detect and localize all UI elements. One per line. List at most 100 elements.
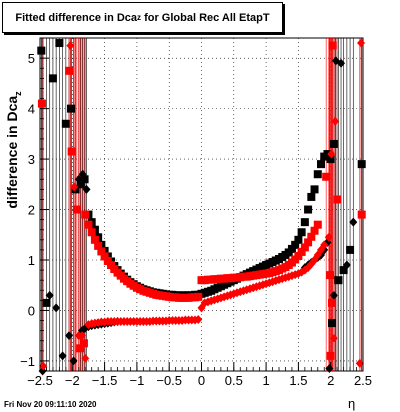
black-upper-point xyxy=(307,192,316,201)
black-outer-point xyxy=(58,351,67,361)
black-outer-point xyxy=(45,290,54,300)
red-upper-point xyxy=(100,252,109,261)
red-upper-point xyxy=(90,235,99,244)
y-tick-label: 2 xyxy=(28,203,35,218)
black-upper-point xyxy=(291,240,300,249)
red-outer-point xyxy=(65,66,74,75)
x-tick-label: −1.5 xyxy=(92,373,118,388)
black-upper-point xyxy=(300,218,309,227)
red-upper-point xyxy=(194,292,203,301)
black-upper-point xyxy=(304,205,313,214)
black-outer-point xyxy=(37,46,46,55)
red-right-point xyxy=(327,298,336,307)
red-right-point xyxy=(329,333,338,343)
y-tick-label: 4 xyxy=(28,102,35,117)
black-upper-point xyxy=(313,170,322,179)
title-prefix: Fitted difference in Dca xyxy=(15,11,138,24)
red-upper-point xyxy=(81,210,90,219)
black-right-point xyxy=(357,160,366,169)
x-tick-label: 1 xyxy=(262,373,269,388)
title-suffix: for Global Rec All EtapT xyxy=(141,11,270,24)
x-tick-label: 0.5 xyxy=(225,373,243,388)
x-tick-label: −0.5 xyxy=(156,373,182,388)
red-right-point xyxy=(355,358,364,368)
black-right-point xyxy=(327,319,336,328)
red-outer-point xyxy=(70,182,79,192)
red-outer-point xyxy=(77,331,86,341)
red-right-point xyxy=(331,116,340,126)
red-outer-point xyxy=(39,361,48,371)
red-upper-point xyxy=(84,220,93,229)
black-upper-point xyxy=(297,228,306,237)
red-right-point xyxy=(324,232,333,242)
x-tick-label: −1 xyxy=(129,373,144,388)
black-outer-point xyxy=(61,119,70,128)
y-tick-label: 3 xyxy=(28,152,35,167)
black-outer-point xyxy=(52,303,61,313)
red-right-point xyxy=(327,149,336,159)
black-right-point xyxy=(342,260,351,270)
y-tick-label: 1 xyxy=(28,253,35,268)
x-tick-label: −2.5 xyxy=(27,373,53,388)
x-tick-label: 1.5 xyxy=(289,373,307,388)
y-tick-label: 5 xyxy=(28,51,35,66)
black-outer-point xyxy=(82,184,91,194)
x-tick-label: 2.5 xyxy=(354,373,372,388)
black-right-point xyxy=(329,139,338,148)
plot-frame xyxy=(39,37,364,372)
red-upper-point xyxy=(103,257,112,266)
red-outer-point xyxy=(81,353,90,363)
red-outer-point xyxy=(67,147,76,156)
red-outer-point xyxy=(72,205,81,214)
y-tick-label: −1 xyxy=(20,354,35,369)
red-upper-point xyxy=(313,220,322,229)
red-upper-point xyxy=(94,241,103,250)
red-lower-point xyxy=(320,240,329,250)
red-right-point xyxy=(322,172,331,181)
red-upper-point xyxy=(310,226,319,235)
footer-timestamp: Fri Nov 20 09:11:10 2020 xyxy=(4,400,97,409)
black-outer-point xyxy=(65,331,74,341)
black-outer-point xyxy=(76,180,85,189)
red-upper-point xyxy=(304,238,313,247)
black-upper-point xyxy=(310,185,319,194)
red-upper-point xyxy=(107,261,116,270)
red-right-point xyxy=(357,210,366,219)
red-right-point xyxy=(357,38,366,48)
x-tick-label: 2 xyxy=(327,373,334,388)
red-right-point xyxy=(328,41,337,50)
black-right-point xyxy=(334,276,343,285)
x-tick-label: 0 xyxy=(198,373,205,388)
black-right-point xyxy=(329,290,338,300)
red-upper-point xyxy=(300,243,309,252)
black-upper-point xyxy=(287,244,296,253)
black-outer-point xyxy=(69,356,78,366)
red-upper-point xyxy=(87,228,96,237)
red-right-point xyxy=(326,351,335,360)
red-outer-point xyxy=(37,99,46,108)
red-upper-point xyxy=(307,232,316,241)
black-right-point xyxy=(349,217,358,227)
red-outer-point xyxy=(66,41,75,51)
red-right-point xyxy=(326,271,335,280)
black-outer-point xyxy=(48,74,57,83)
black-upper-point xyxy=(326,155,335,164)
red-lower-point xyxy=(194,315,203,325)
x-tick-label: −2 xyxy=(65,373,80,388)
black-right-point xyxy=(346,245,355,254)
red-outer-point xyxy=(79,339,88,348)
black-outer-point xyxy=(80,175,89,184)
x-axis-label: η xyxy=(348,396,356,411)
black-right-point xyxy=(325,363,334,373)
black-upper-point xyxy=(294,235,303,244)
black-upper-point xyxy=(317,160,326,169)
chart-title: Fitted difference in Dca z for Global Rec… xyxy=(2,2,283,33)
title-subscript: z xyxy=(137,13,142,22)
black-right-point xyxy=(337,58,346,68)
red-upper-point xyxy=(97,247,106,256)
black-outer-point xyxy=(55,39,64,48)
red-upper-point xyxy=(294,251,303,260)
y-tick-label: 0 xyxy=(28,303,35,318)
